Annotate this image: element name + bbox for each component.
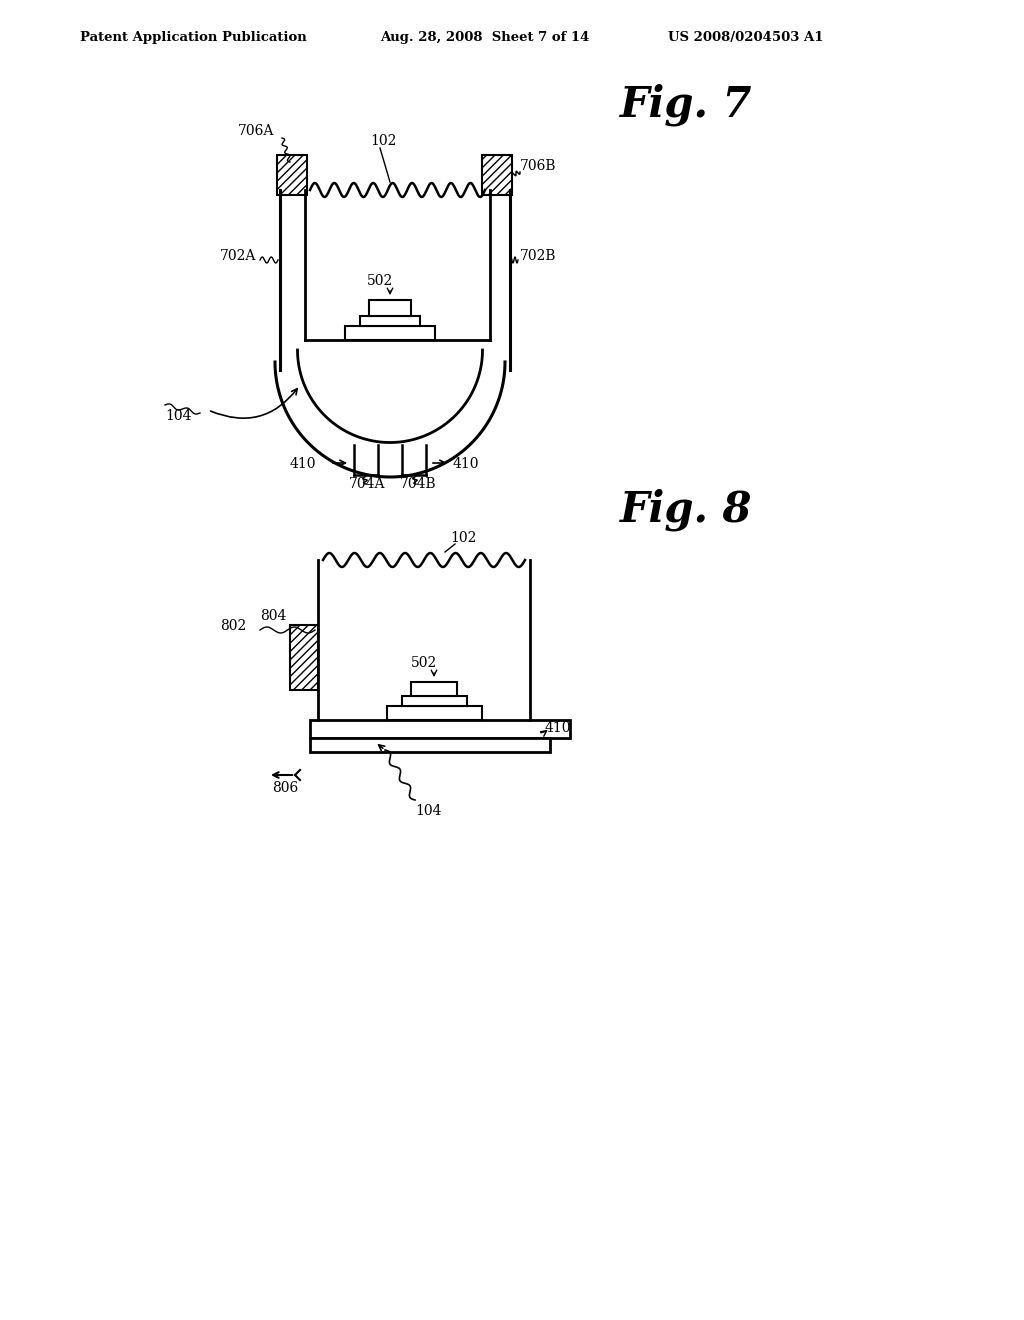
Text: 804: 804 xyxy=(260,609,287,623)
Text: 706A: 706A xyxy=(238,124,274,139)
Text: 102: 102 xyxy=(450,531,476,545)
Text: 702A: 702A xyxy=(220,249,256,263)
Text: US 2008/0204503 A1: US 2008/0204503 A1 xyxy=(668,30,823,44)
Text: 102: 102 xyxy=(370,135,396,148)
Text: 410: 410 xyxy=(453,457,479,471)
Text: 502: 502 xyxy=(411,656,437,671)
Text: 806: 806 xyxy=(272,781,298,795)
Text: Fig. 8: Fig. 8 xyxy=(620,488,753,531)
Text: 704A: 704A xyxy=(349,477,385,491)
Bar xyxy=(278,154,307,195)
Text: 104: 104 xyxy=(165,409,191,422)
Bar xyxy=(482,154,512,195)
Bar xyxy=(310,738,550,752)
Text: 410: 410 xyxy=(545,721,571,735)
Bar xyxy=(387,706,482,719)
Text: 104: 104 xyxy=(415,804,441,818)
Bar xyxy=(345,326,435,341)
Bar xyxy=(310,719,570,738)
Text: 706B: 706B xyxy=(520,158,556,173)
Bar xyxy=(369,300,411,315)
Bar xyxy=(360,315,420,326)
Bar xyxy=(411,682,457,696)
Text: 502: 502 xyxy=(367,275,393,288)
Text: 702B: 702B xyxy=(520,249,556,263)
Bar xyxy=(402,696,467,706)
Text: Fig. 7: Fig. 7 xyxy=(620,83,753,127)
Bar xyxy=(290,624,318,690)
Text: 704B: 704B xyxy=(400,477,436,491)
Text: 802: 802 xyxy=(220,619,246,634)
Text: Aug. 28, 2008  Sheet 7 of 14: Aug. 28, 2008 Sheet 7 of 14 xyxy=(380,30,590,44)
Text: Patent Application Publication: Patent Application Publication xyxy=(80,30,307,44)
Text: 410: 410 xyxy=(290,457,316,471)
